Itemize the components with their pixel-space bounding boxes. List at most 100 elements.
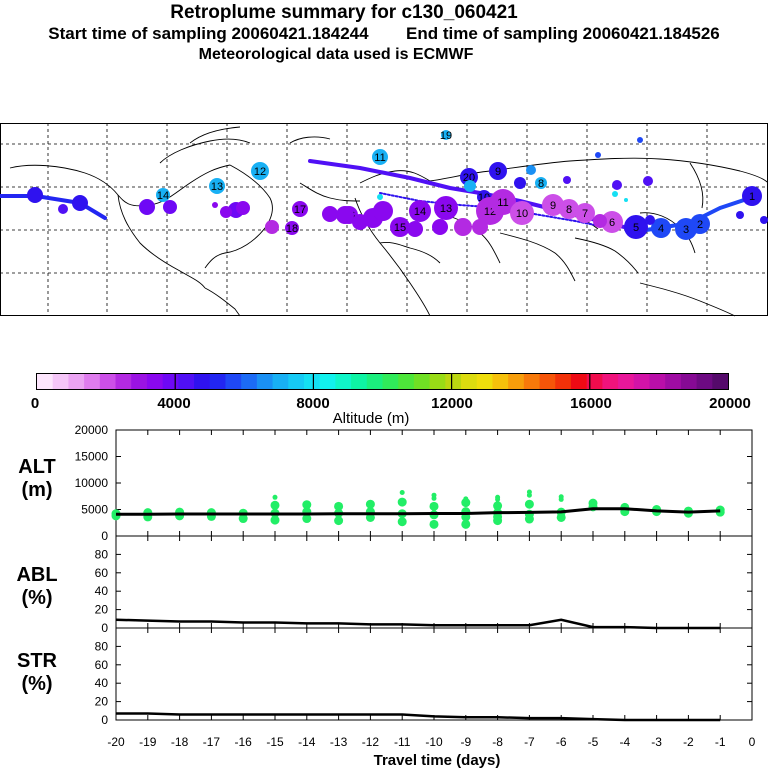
colorbar-cell [586, 374, 603, 389]
plume-circle [441, 130, 451, 140]
plume-day-label: 11 [374, 152, 385, 164]
plume-marker: 11 [372, 149, 388, 165]
colorbar-cell [288, 374, 305, 389]
plume-circle [372, 149, 388, 165]
plume-day-label: 14 [157, 190, 169, 202]
colorbar-cell [570, 374, 588, 389]
x-tick-label: -3 [651, 735, 662, 749]
time-series-panels: 0 5000 10000 15000 20000 0 20 40 60 80 0 20 40 60 80 -2… [75, 425, 756, 768]
colorbar-cell [366, 374, 384, 389]
alt-panel-label: ALT (m) [2, 456, 72, 502]
colorbar-cell [712, 374, 729, 389]
plume-circle [624, 198, 628, 202]
plume-circle [432, 219, 448, 235]
colorbar-cell [178, 374, 195, 389]
abl-label-line1: ABL [16, 564, 58, 586]
y-tick-label: 20 [95, 603, 109, 617]
colorbar-cell [335, 374, 352, 389]
str-panel-label: STR (%) [2, 650, 72, 696]
x-tick-label: -8 [492, 735, 503, 749]
plume-circle [285, 221, 299, 235]
colorbar-cell [555, 374, 572, 389]
plume-circle [612, 191, 618, 197]
colorbar-cell [131, 374, 148, 389]
plume-circle [510, 201, 534, 225]
chart-title: Retroplume summary for c130_060421 [170, 2, 518, 23]
plume-circle [736, 211, 744, 219]
retroplume-map: 1911121314201098171816151413121110987654… [0, 123, 768, 317]
y-tick-label: 80 [95, 547, 109, 561]
plume-day-label: 15 [394, 222, 406, 234]
plume-day-label: 18 [286, 223, 298, 235]
colorbar-tick-label: 20000 [709, 395, 751, 412]
y-tick-label: 0 [101, 713, 108, 727]
colorbar-cell [523, 374, 541, 389]
x-tick-label: -13 [330, 735, 348, 749]
plume-marker: 18 [285, 221, 299, 235]
plume-circle [251, 162, 269, 180]
colorbar-cell [398, 374, 415, 389]
x-tick-label: -4 [619, 735, 630, 749]
plume-marker: 11 [490, 189, 516, 215]
plume-marker: 8 [535, 177, 547, 190]
colorbar-tick-label: 0 [31, 395, 39, 412]
plume-day-label: 13 [211, 181, 223, 193]
plume-marker: 4 [651, 218, 671, 238]
plume-circle [156, 188, 170, 202]
colorbar-cell [146, 374, 164, 389]
plume-circle [72, 195, 88, 211]
plume-circle [212, 202, 218, 208]
plume-circle [643, 176, 653, 186]
plume-circle [220, 206, 232, 218]
y-tick-label: 20 [95, 695, 109, 709]
plume-circle [434, 196, 458, 220]
plume-circle [139, 199, 155, 215]
str-line [116, 712, 721, 722]
alt-point [399, 490, 405, 496]
altitude-colorbar: 0 4000 8000 12000 16000 20000 Altitude (m) [31, 373, 751, 427]
y-tick-label: 40 [95, 676, 109, 690]
x-tick-label: -17 [203, 735, 221, 749]
met-data-label: Meteorological data used is ECMWF [198, 46, 474, 63]
colorbar-cell [476, 374, 494, 389]
plume-day-label: 13 [440, 203, 452, 215]
plume-circle [236, 201, 250, 215]
plume-circle [490, 189, 516, 215]
plume-circle [409, 200, 431, 222]
abl-line [115, 618, 721, 630]
plume-circle [292, 201, 308, 217]
plume-day-label: 9 [495, 166, 501, 178]
colorbar-cell [492, 374, 509, 389]
colorbar-cell [115, 374, 132, 389]
colorbar-cell [303, 374, 321, 389]
colorbar-dividers [174, 374, 591, 389]
plume-marker: 14 [409, 200, 431, 222]
plume-circle [373, 201, 393, 221]
colorbar-tick-label: 8000 [296, 395, 329, 412]
y-tick-label: 15000 [75, 450, 109, 464]
plume-circle [742, 186, 762, 206]
alt-point [397, 517, 407, 527]
colorbar-cell [209, 374, 227, 389]
colorbar-cell [256, 374, 274, 389]
colorbar-cells [37, 374, 729, 389]
plume-circle [489, 162, 507, 180]
x-tick-label: -18 [171, 735, 189, 749]
colorbar-tick-label: 4000 [157, 395, 190, 412]
plume-day-label: 17 [294, 204, 306, 216]
colorbar-cell [539, 374, 556, 389]
alt-point [463, 496, 469, 502]
plume-circle [601, 211, 623, 233]
alt-point [588, 498, 598, 508]
colorbar-cell [99, 374, 117, 389]
plume-circle [27, 187, 43, 203]
x-tick-label: 0 [749, 735, 756, 749]
plume-circle [575, 203, 595, 223]
plume-day-label: 2 [697, 219, 703, 231]
alt-point [558, 494, 564, 500]
plume-circle [595, 152, 601, 158]
x-tick-label: -2 [683, 735, 694, 749]
plume-circle [651, 218, 671, 238]
y-tick-label: 0 [101, 529, 108, 543]
colorbar-frame [36, 373, 729, 390]
